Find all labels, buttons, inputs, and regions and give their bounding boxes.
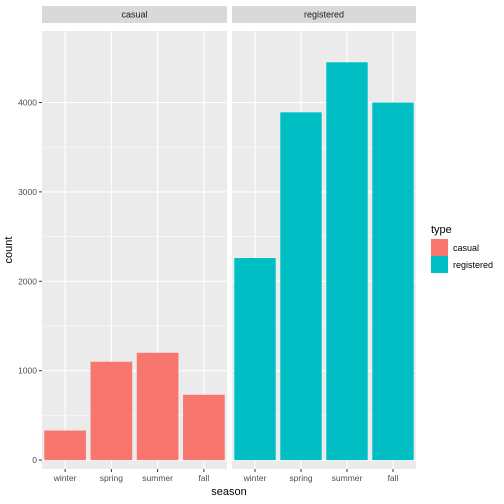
bar-registered-spring	[280, 112, 322, 461]
legend: type casual registered	[431, 224, 493, 273]
legend-title: type	[431, 224, 452, 236]
y-axis-title: count	[3, 237, 15, 264]
x-tick-label: spring	[100, 473, 123, 483]
legend-key-registered	[431, 256, 448, 273]
strip-label: casual	[121, 10, 147, 20]
legend-key-casual	[431, 239, 448, 256]
x-tick-label: winter	[243, 473, 267, 483]
x-tick-label: winter	[53, 473, 77, 483]
bar-registered-winter	[234, 258, 276, 461]
x-tick-label: fall	[198, 473, 209, 483]
bar-casual-spring	[90, 361, 133, 461]
y-tick-label: 0	[32, 455, 37, 465]
facet-panels: casual winter spring summer fall registered wi…	[42, 6, 416, 483]
legend-label-casual: casual	[453, 243, 479, 253]
y-tick-label: 1000	[18, 366, 37, 376]
x-tick-label: summer	[332, 473, 363, 483]
x-tick-label: summer	[142, 473, 173, 483]
bar-registered-summer	[326, 62, 368, 461]
strip-label: registered	[304, 10, 344, 20]
x-tick-label: spring	[289, 473, 312, 483]
bar-casual-fall	[183, 394, 225, 461]
y-tick-label: 2000	[18, 276, 37, 286]
y-tick-label: 3000	[18, 187, 37, 197]
panel-registered: registered winter spring summer fall	[232, 6, 416, 483]
bar-registered-fall	[372, 102, 414, 461]
bar-casual-summer	[136, 352, 179, 461]
strip-background	[42, 6, 227, 23]
strip-background	[232, 6, 416, 23]
x-tick-label: fall	[388, 473, 399, 483]
y-tick-label: 4000	[18, 98, 37, 108]
x-axis-title: season	[211, 486, 246, 498]
panel-casual: casual winter spring summer fall	[42, 6, 227, 483]
y-axis: 0 1000 2000 3000 4000	[18, 98, 42, 465]
legend-label-registered: registered	[453, 260, 493, 270]
bar-casual-winter	[44, 430, 86, 461]
